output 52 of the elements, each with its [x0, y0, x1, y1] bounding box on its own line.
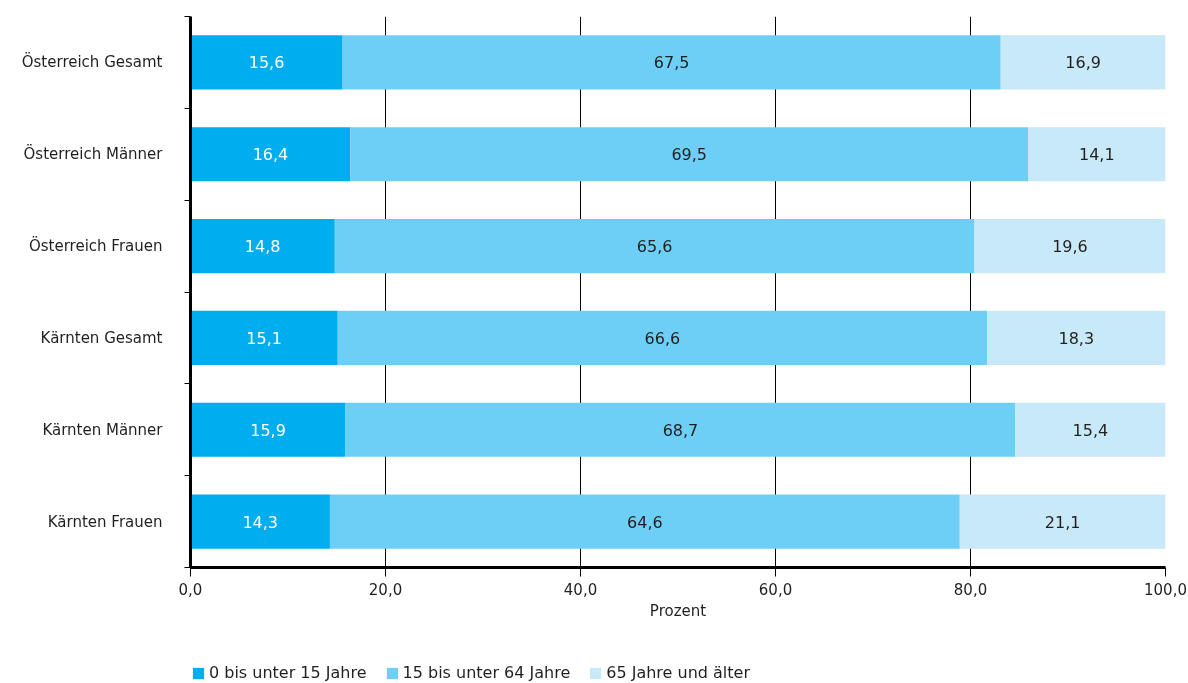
- x-tick-label: 20,0: [368, 580, 403, 599]
- data-label: 16,4: [252, 145, 289, 165]
- legend-label: 0 bis unter 15 Jahre: [209, 663, 367, 682]
- data-label: 14,3: [242, 512, 279, 532]
- y-tick-label: Kärnten Gesamt: [40, 328, 163, 347]
- y-tick-label: Österreich Gesamt: [21, 52, 163, 72]
- data-label: 64,6: [627, 512, 663, 532]
- data-label: 65,6: [636, 237, 673, 257]
- x-tick-label: 80,0: [953, 580, 988, 599]
- bar: [337, 310, 988, 366]
- bar: [1028, 127, 1166, 182]
- data-label: 15,9: [250, 420, 286, 440]
- data-label: 19,6: [1052, 237, 1088, 257]
- x-axis-title: Prozent: [649, 601, 707, 620]
- bar: [959, 494, 1166, 549]
- x-tick-label: 60,0: [758, 580, 793, 599]
- data-label: 14,8: [244, 237, 281, 257]
- data-label: 66,6: [644, 328, 681, 348]
- bar: [345, 402, 1016, 457]
- data-label: 67,5: [653, 53, 690, 73]
- data-label: 69,5: [671, 145, 708, 165]
- y-tick-label: Kärnten Frauen: [47, 512, 163, 531]
- bar: [190, 494, 330, 549]
- legend-label: 15 bis unter 64 Jahre: [402, 663, 571, 682]
- data-label: 68,7: [662, 420, 699, 440]
- data-label: 15,1: [246, 328, 282, 348]
- data-label: 16,9: [1065, 53, 1101, 73]
- data-label: 15,4: [1072, 420, 1109, 440]
- data-label: 14,1: [1078, 145, 1115, 165]
- y-tick-label: Kärnten Männer: [42, 420, 164, 439]
- bar: [974, 218, 1166, 274]
- bar: [190, 35, 343, 90]
- legend-label: 65 Jahre und älter: [606, 663, 750, 682]
- x-tick-label: 40,0: [563, 580, 598, 599]
- data-label: 21,1: [1044, 512, 1081, 532]
- x-tick-label: 100,0: [1144, 580, 1187, 599]
- bar: [342, 35, 1001, 90]
- bar: [190, 218, 335, 274]
- y-tick-label: Österreich Männer: [23, 144, 164, 164]
- bar: [329, 494, 960, 549]
- bar: [190, 402, 346, 457]
- bar: [334, 218, 975, 274]
- data-label: 18,3: [1058, 328, 1095, 348]
- bar: [190, 310, 338, 366]
- x-tick-label: 0,0: [178, 580, 203, 599]
- bar: [190, 127, 351, 182]
- bar: [987, 310, 1166, 366]
- bar: [350, 127, 1029, 182]
- bar: [1015, 402, 1166, 457]
- data-label: 15,6: [248, 53, 285, 73]
- bar: [1000, 35, 1166, 90]
- y-tick-label: Österreich Frauen: [28, 236, 163, 256]
